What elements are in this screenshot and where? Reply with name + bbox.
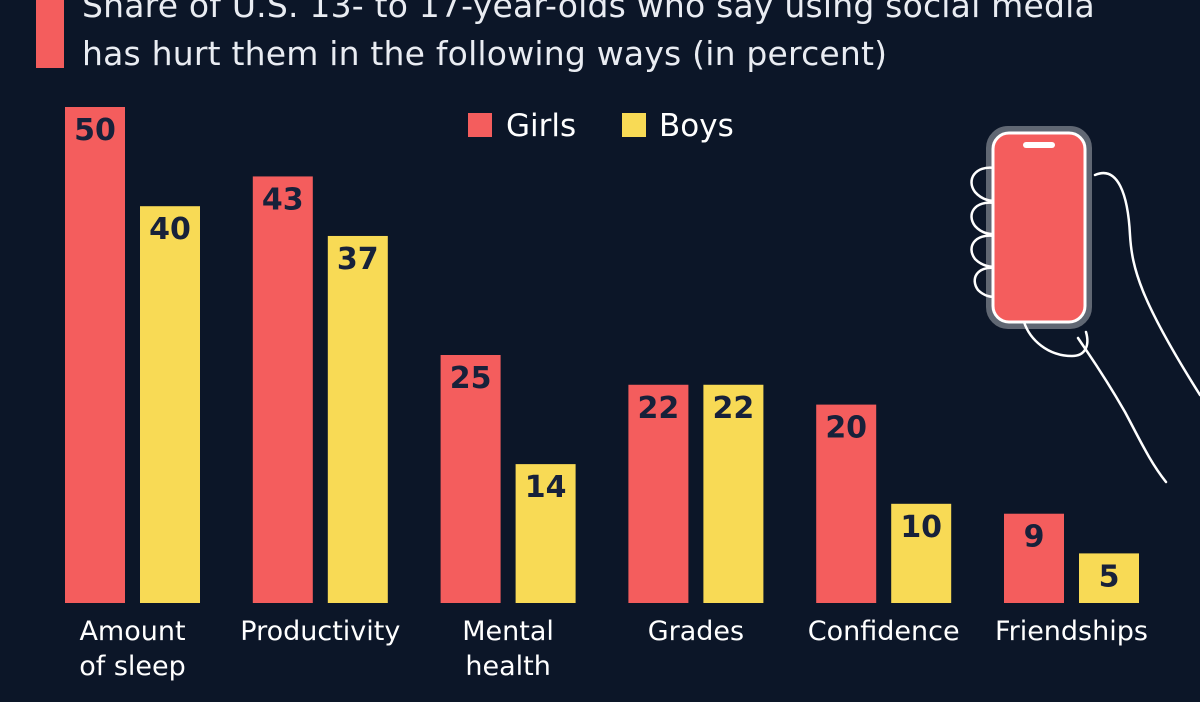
data-label-boys-0: 40 <box>149 212 191 247</box>
category-label-line: Productivity <box>240 616 400 647</box>
data-label-boys-1: 37 <box>337 242 379 277</box>
chart-subtitle-line-1: Share of U.S. 13- to 17-year-olds who sa… <box>82 0 1095 25</box>
legend-swatch-girls <box>468 113 492 137</box>
category-label-3: Grades <box>648 616 744 647</box>
category-label-4: Confidence <box>808 616 960 647</box>
legend-label-boys: Boys <box>659 108 734 144</box>
bar-boys-0 <box>140 206 200 603</box>
finger-2 <box>970 201 998 236</box>
bar-girls-0 <box>65 107 125 603</box>
data-label-boys-2: 14 <box>525 470 567 505</box>
bars-layer: 50 40 Amount of sleep 43 37 Productivity 25 14 Me… <box>65 107 1148 682</box>
phone-glow <box>986 126 1092 329</box>
bar-boys-5 <box>1079 553 1139 603</box>
bar-girls-1 <box>252 176 313 603</box>
category-label-line: Amount <box>79 616 185 647</box>
data-label-boys-3: 22 <box>713 391 755 426</box>
bar-girls-3 <box>628 384 689 603</box>
data-label-girls-3: 22 <box>638 391 680 426</box>
data-label-girls-5: 9 <box>1024 520 1045 555</box>
data-label-girls-2: 25 <box>450 361 492 396</box>
phone-body <box>991 131 1087 324</box>
legend: Girls Boys <box>468 108 734 144</box>
hand-holding-phone-icon <box>970 126 1200 484</box>
category-label-line: Grades <box>648 616 744 647</box>
category-label-line: of sleep <box>79 651 186 682</box>
phone-speaker <box>1023 142 1055 148</box>
data-label-girls-4: 20 <box>825 411 867 446</box>
hand-wrist-outline <box>1076 336 1168 484</box>
chart-subtitle-line-2: has hurt them in the following ways (in … <box>82 34 888 73</box>
category-label-2: Mental health <box>462 616 554 682</box>
bar-girls-2 <box>440 355 501 603</box>
bar-boys-2 <box>515 464 576 603</box>
category-label-line: Mental <box>462 616 554 647</box>
category-label-1: Productivity <box>240 616 400 647</box>
category-label-line: Friendships <box>995 616 1148 647</box>
category-label-line: Confidence <box>808 616 960 647</box>
category-label-5: Friendships <box>995 616 1148 647</box>
data-label-boys-5: 5 <box>1099 559 1120 594</box>
data-label-boys-4: 10 <box>900 510 942 545</box>
hand-outline <box>1093 171 1200 397</box>
category-label-0: Amount of sleep <box>79 616 186 682</box>
data-label-girls-0: 50 <box>74 113 116 148</box>
accent-bar <box>36 0 64 68</box>
legend-label-girls: Girls <box>506 108 576 144</box>
legend-swatch-boys <box>622 113 646 137</box>
category-label-line: health <box>465 651 550 682</box>
bar-girls-5 <box>1004 513 1064 603</box>
finger-1 <box>970 166 998 202</box>
hand-palm-outline <box>1022 320 1089 358</box>
bar-boys-4 <box>891 503 952 603</box>
bar-girls-4 <box>816 404 877 603</box>
bar-boys-3 <box>703 384 764 603</box>
data-label-girls-1: 43 <box>262 182 304 217</box>
bar-boys-1 <box>327 235 388 603</box>
